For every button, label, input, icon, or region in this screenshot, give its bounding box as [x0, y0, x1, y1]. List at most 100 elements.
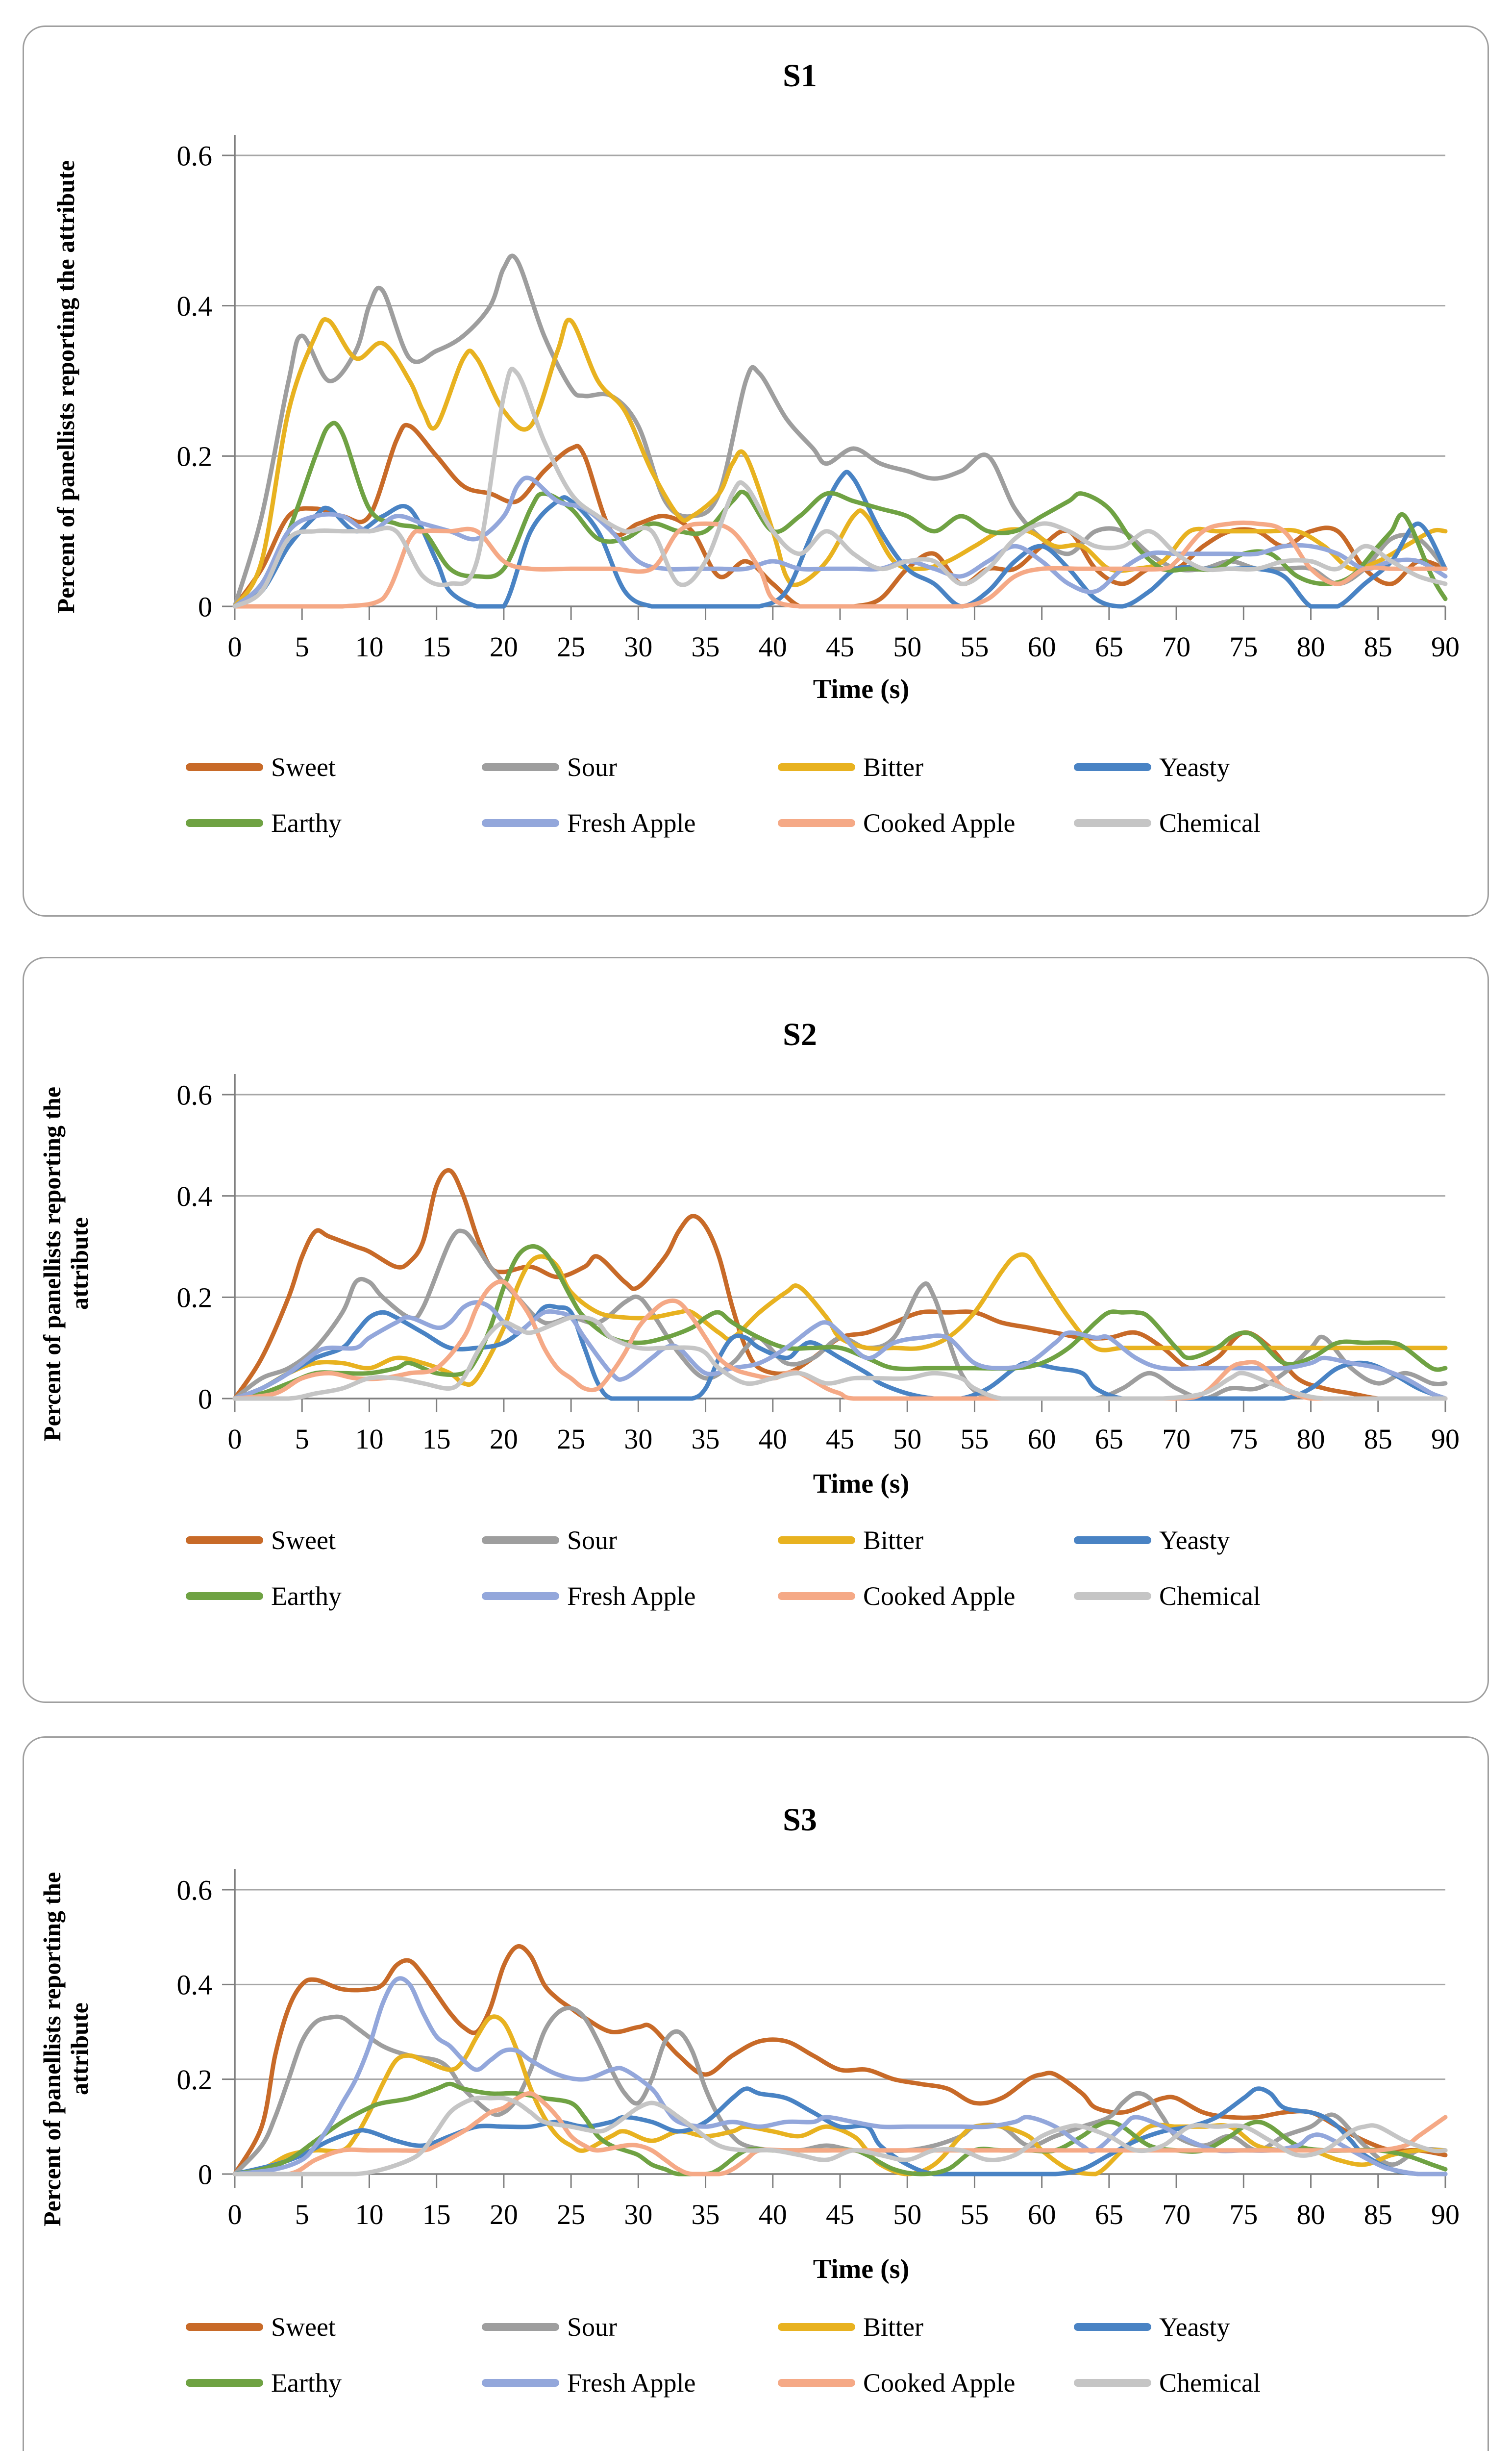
legend-swatch-sweet [186, 2323, 263, 2331]
plot-area-s2: 0 0.2 0.4 0.6 0 5 10 15 20 25 30 35 40 45 50 55 60 65 70 75… [177, 1074, 1460, 1455]
legend-swatch-sour [482, 2323, 559, 2331]
legend-swatch-cooked-apple [778, 1592, 855, 1600]
x-tick-label: 40 [759, 1423, 787, 1455]
y-tick-label: 0 [198, 591, 212, 623]
x-tick-label: 20 [490, 631, 518, 663]
legend-label-sour: Sour [567, 752, 618, 782]
x-tick-label: 45 [826, 1423, 854, 1455]
series-lines [232, 1944, 1448, 2176]
legend-swatch-fresh-apple [482, 2379, 559, 2387]
x-tick-label: 30 [624, 1423, 652, 1455]
series-line-fresh-apple [232, 475, 1448, 609]
legend-label-yeasty: Yeasty [1159, 752, 1230, 782]
legend-label-earthy: Earthy [271, 2368, 342, 2398]
legend-item-sweet: Sweet [186, 2312, 482, 2342]
x-tick-label: 65 [1095, 631, 1123, 663]
legend-label-sour: Sour [567, 2312, 618, 2342]
legend-label-sweet: Sweet [271, 1526, 336, 1555]
legend-item-yeasty: Yeasty [1074, 1525, 1370, 1555]
x-axis: 0 5 10 15 20 25 30 35 40 45 50 55 60 65 70 75 80 85 90 [228, 605, 1460, 663]
x-tick-label: 90 [1431, 631, 1460, 663]
y-axis: 0 0.2 0.4 0.6 [177, 135, 236, 623]
x-tick-label: 65 [1095, 1423, 1123, 1455]
legend-label-chemical: Chemical [1159, 808, 1261, 838]
x-tick-label: 20 [490, 1423, 518, 1455]
legend-swatch-yeasty [1074, 2323, 1151, 2331]
series-lines [232, 253, 1448, 609]
legend-label-cooked-apple: Cooked Apple [863, 2368, 1016, 2398]
legend-label-chemical: Chemical [1159, 1581, 1261, 1611]
legend-item-sour: Sour [482, 752, 778, 782]
x-tick-label: 85 [1364, 2199, 1392, 2230]
legend-swatch-sweet [186, 1536, 263, 1544]
legend-s1: Sweet Sour Bitter Yeasty Earthy Fresh Apple Co… [186, 752, 1370, 838]
x-tick-label: 50 [893, 2199, 921, 2230]
legend-item-sweet: Sweet [186, 752, 482, 782]
series-line-bitter [232, 317, 1448, 609]
legend-label-yeasty: Yeasty [1159, 1526, 1230, 1555]
x-tick-label: 15 [422, 631, 451, 663]
legend-swatch-yeasty [1074, 763, 1151, 771]
x-tick-label: 80 [1297, 631, 1325, 663]
legend-label-bitter: Bitter [863, 752, 923, 782]
x-tick-label: 70 [1162, 2199, 1190, 2230]
series-line-cooked-apple [232, 2091, 1448, 2176]
legend-label-sweet: Sweet [271, 2312, 336, 2342]
legend-swatch-sour [482, 1536, 559, 1544]
legend-swatch-sweet [186, 763, 263, 771]
legend-item-chemical: Chemical [1074, 1581, 1370, 1611]
legend-item-earthy: Earthy [186, 1581, 482, 1611]
legend-label-cooked-apple: Cooked Apple [863, 808, 1016, 838]
x-tick-label: 60 [1028, 631, 1056, 663]
gridlines [235, 154, 1445, 457]
y-tick-label: 0.4 [177, 1180, 213, 1212]
y-axis: 0 0.2 0.4 0.6 [177, 1869, 236, 2190]
chart-title-s3: S3 [783, 1802, 817, 1838]
x-tick-label: 80 [1297, 2199, 1325, 2230]
legend-swatch-earthy [186, 2379, 263, 2387]
legend-item-cooked-apple: Cooked Apple [778, 2368, 1074, 2398]
x-tick-label: 50 [893, 1423, 921, 1455]
x-tick-label: 55 [960, 1423, 989, 1455]
x-tick-label: 40 [759, 2199, 787, 2230]
y-tick-label: 0.6 [177, 1874, 213, 1906]
legend-item-fresh-apple: Fresh Apple [482, 1581, 778, 1611]
legend-swatch-earthy [186, 1592, 263, 1600]
legend-item-bitter: Bitter [778, 752, 1074, 782]
plot-row: Percent of panellists reporting the attr… [24, 1846, 1487, 2252]
legend-swatch-cooked-apple [778, 2379, 855, 2387]
y-tick-label: 0.6 [177, 140, 213, 172]
x-tick-label: 85 [1364, 1423, 1392, 1455]
legend-item-fresh-apple: Fresh Apple [482, 808, 778, 838]
y-tick-label: 0.6 [177, 1079, 213, 1111]
plot-row: Percent of panellists reporting the attr… [24, 1060, 1487, 1467]
x-tick-label: 0 [228, 2199, 242, 2230]
legend-item-earthy: Earthy [186, 808, 482, 838]
y-tick-label: 0.4 [177, 1969, 213, 2001]
y-tick-label: 0.2 [177, 441, 213, 473]
x-tick-label: 15 [422, 1423, 451, 1455]
x-tick-label: 20 [490, 2199, 518, 2230]
legend-label-fresh-apple: Fresh Apple [567, 1581, 696, 1611]
x-tick-label: 75 [1229, 2199, 1258, 2230]
legend-item-bitter: Bitter [778, 2312, 1074, 2342]
legend-swatch-yeasty [1074, 1536, 1151, 1544]
x-tick-label: 60 [1028, 2199, 1056, 2230]
x-tick-label: 55 [960, 631, 989, 663]
series-line-cooked-apple [232, 520, 1448, 609]
x-axis-title: Time (s) [813, 674, 910, 704]
x-tick-label: 65 [1095, 2199, 1123, 2230]
legend-item-chemical: Chemical [1074, 808, 1370, 838]
x-tick-label: 70 [1162, 1423, 1190, 1455]
x-tick-label: 35 [692, 2199, 720, 2230]
y-tick-label: 0.4 [177, 290, 213, 322]
series-line-sweet [232, 1944, 1448, 2176]
y-tick-label: 0.2 [177, 1282, 213, 1314]
series-line-fresh-apple [232, 1300, 1448, 1401]
x-tick-label: 50 [893, 631, 921, 663]
legend-swatch-cooked-apple [778, 819, 855, 827]
x-tick-label: 75 [1229, 631, 1258, 663]
y-tick-label: 0 [198, 2158, 212, 2190]
x-tick-label: 10 [355, 631, 383, 663]
plot-area-s1: 0 0.2 0.4 0.6 0 5 10 15 20 25 30 35 40 45 50 55 60 65 70 75… [177, 135, 1460, 663]
